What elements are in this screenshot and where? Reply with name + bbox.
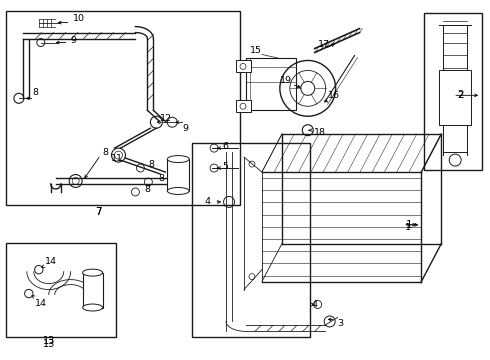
Bar bbox=[6, 11, 240, 205]
Text: 17: 17 bbox=[318, 40, 330, 49]
Text: 7: 7 bbox=[96, 207, 102, 217]
Text: 8: 8 bbox=[158, 174, 164, 183]
Text: 19: 19 bbox=[280, 76, 292, 85]
Ellipse shape bbox=[167, 188, 189, 194]
Text: 14: 14 bbox=[35, 299, 47, 308]
Text: 6: 6 bbox=[222, 141, 228, 150]
Text: 8: 8 bbox=[148, 159, 154, 168]
Text: 13: 13 bbox=[43, 336, 55, 346]
Bar bbox=[192, 143, 310, 337]
Text: 15: 15 bbox=[250, 46, 262, 55]
Bar bbox=[6, 243, 116, 337]
Text: 5: 5 bbox=[222, 162, 228, 171]
Text: 1: 1 bbox=[405, 223, 412, 232]
Text: 8: 8 bbox=[102, 148, 109, 157]
Text: 4: 4 bbox=[204, 197, 210, 206]
Text: 16: 16 bbox=[328, 91, 340, 100]
Text: 9: 9 bbox=[71, 36, 76, 45]
Bar bbox=[439, 71, 471, 125]
Text: 2: 2 bbox=[457, 90, 464, 100]
Text: 4: 4 bbox=[312, 300, 318, 309]
Text: 14: 14 bbox=[45, 257, 57, 266]
Bar bbox=[236, 60, 251, 72]
Bar bbox=[236, 100, 251, 112]
Text: 7: 7 bbox=[96, 207, 102, 217]
Bar bbox=[246, 58, 296, 110]
Bar bbox=[424, 13, 482, 170]
Bar bbox=[83, 273, 102, 307]
Text: 10: 10 bbox=[73, 14, 85, 23]
Text: 9: 9 bbox=[182, 124, 188, 133]
Text: 8: 8 bbox=[33, 88, 39, 97]
Text: 13: 13 bbox=[43, 339, 55, 349]
Text: 1: 1 bbox=[405, 220, 412, 230]
Text: 12: 12 bbox=[160, 114, 172, 123]
Text: 18: 18 bbox=[314, 128, 326, 137]
Text: 2: 2 bbox=[457, 91, 463, 100]
Ellipse shape bbox=[83, 304, 102, 311]
Ellipse shape bbox=[167, 156, 189, 163]
Ellipse shape bbox=[83, 269, 102, 276]
Text: 3: 3 bbox=[338, 319, 344, 328]
Text: 11: 11 bbox=[111, 154, 122, 163]
Bar bbox=[167, 159, 189, 191]
Text: 8: 8 bbox=[145, 185, 150, 194]
